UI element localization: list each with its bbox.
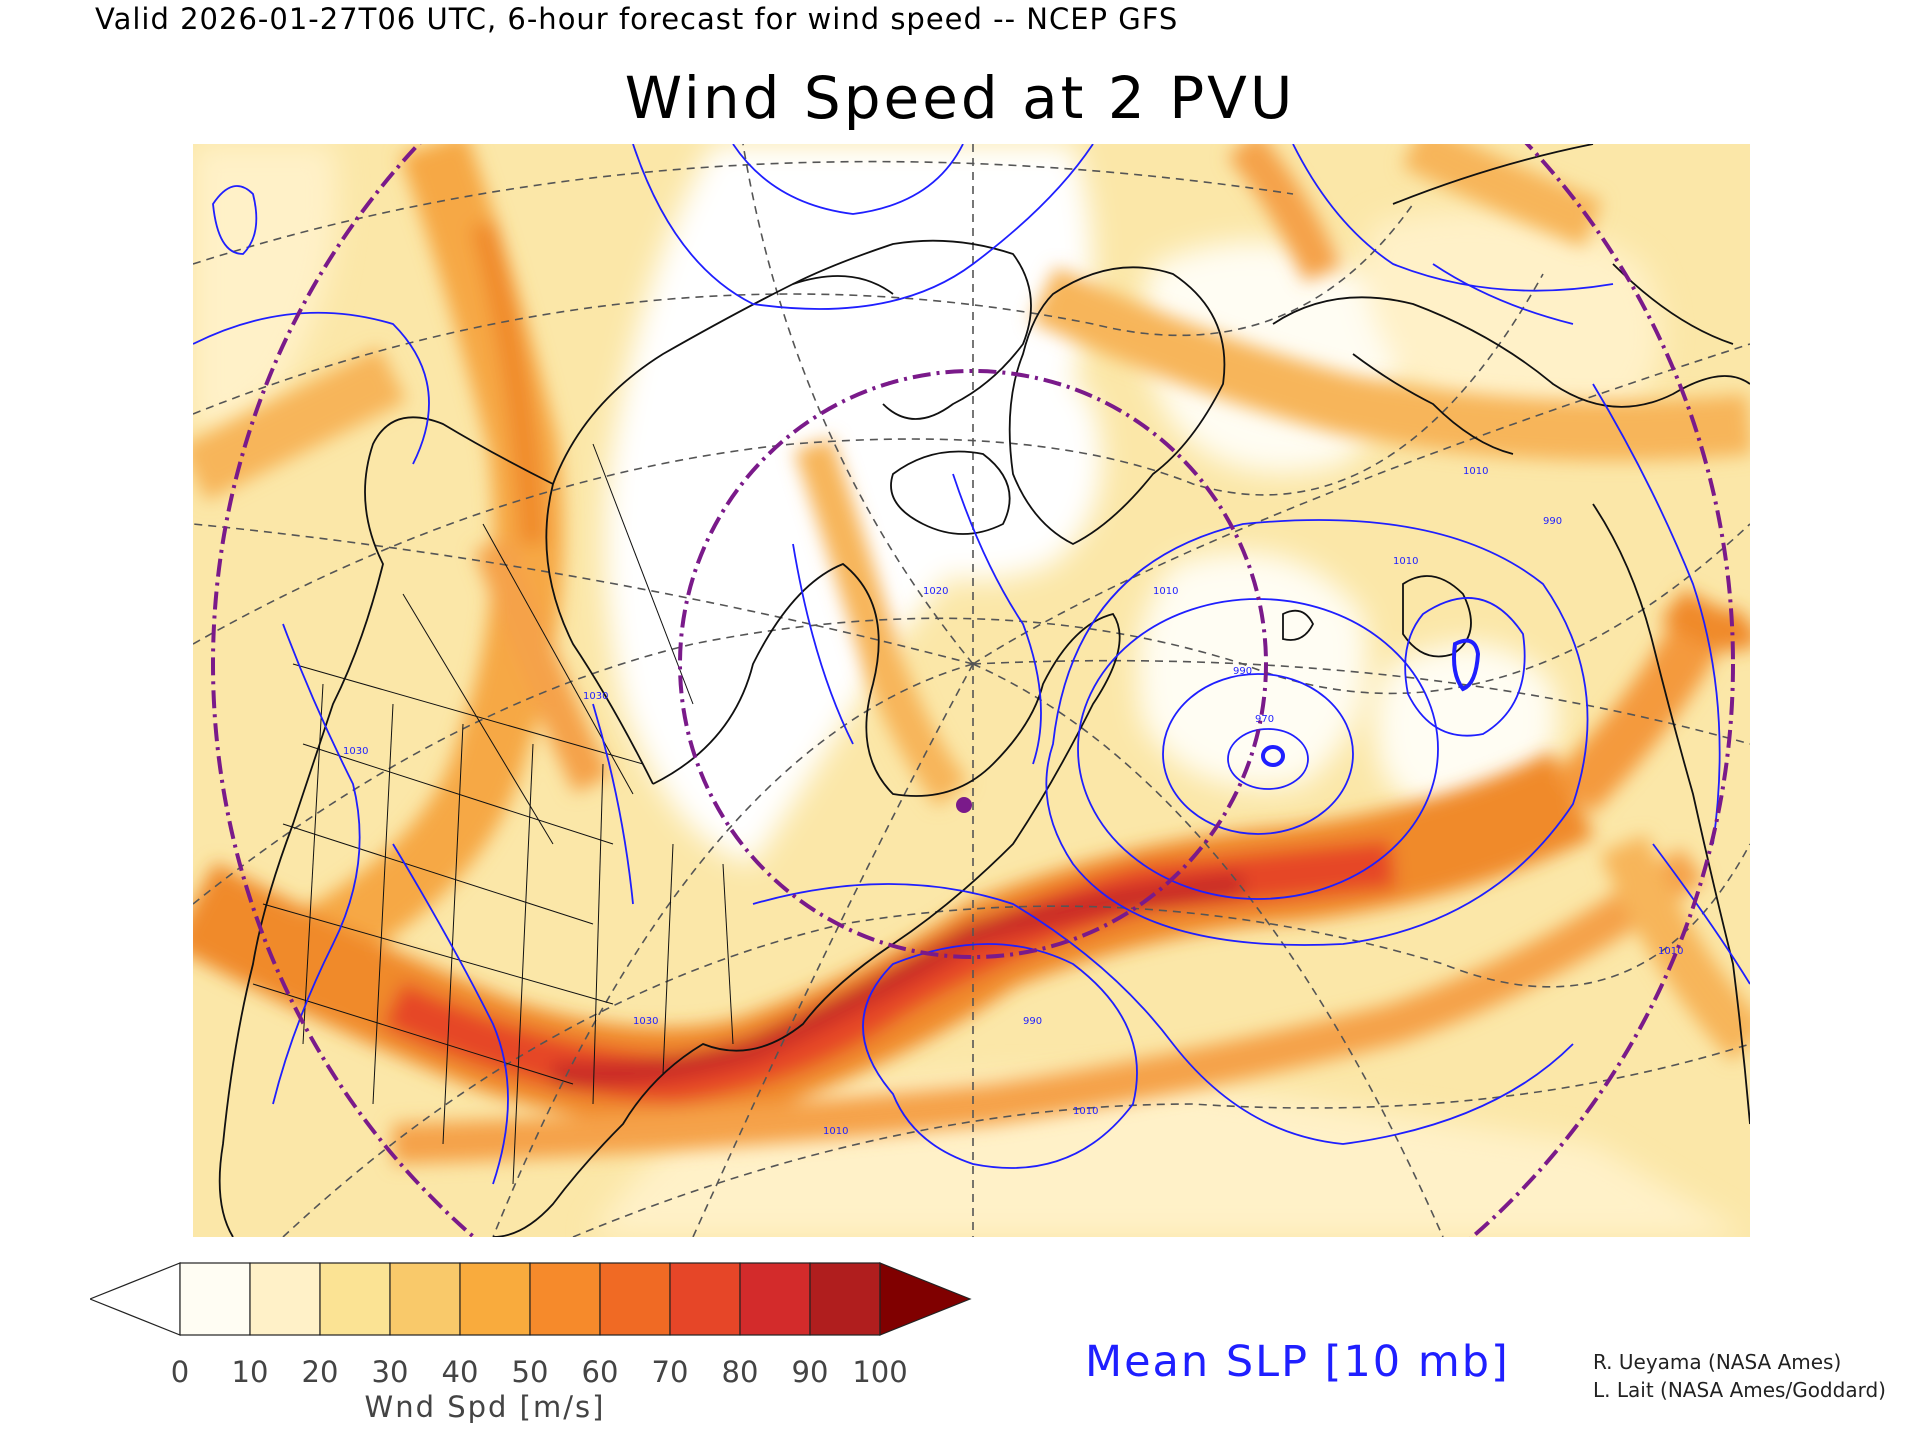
contour-label: 1030 [343, 746, 368, 757]
location-marker [956, 797, 972, 813]
contour-label: 1010 [1463, 466, 1488, 477]
colorbar-over-arrow [879, 1262, 972, 1336]
credit-line-1: R. Ueyama (NASA Ames) [1593, 1350, 1842, 1374]
coastlines-and-borders [218, 144, 1750, 1237]
contour-label: 1030 [633, 1016, 658, 1027]
colorbar-tick-label: 0 [170, 1355, 190, 1389]
credit-line-2: L. Lait (NASA Ames/Goddard) [1593, 1378, 1886, 1402]
colorbar-tick-label: 70 [651, 1355, 689, 1389]
contour-label: 1010 [1073, 1106, 1098, 1117]
colorbar-cell [599, 1262, 671, 1336]
wind-speed-colorbar [90, 1262, 972, 1336]
colorbar-cell [249, 1262, 321, 1336]
colorbar-tick-label: 40 [441, 1355, 479, 1389]
inner-latitude-circle [678, 369, 1268, 959]
colorbar-tick-label: 30 [371, 1355, 409, 1389]
colorbar-title: Wnd Spd [m/s] [364, 1390, 606, 1424]
slp-contours [193, 144, 1750, 1185]
colorbar-tick-label: 80 [721, 1355, 759, 1389]
colorbar-cell [809, 1262, 881, 1336]
slp-overlay-label: Mean SLP [10 mb] [1085, 1337, 1510, 1387]
colorbar-cell [739, 1262, 811, 1336]
jet-streams [193, 144, 1750, 1164]
contour-label: 1010 [1658, 946, 1683, 957]
colorbar-tick-label: 20 [301, 1355, 339, 1389]
colorbar-cell [529, 1262, 601, 1336]
colorbar-cell [179, 1262, 251, 1336]
contour-label: 1010 [823, 1126, 848, 1137]
forecast-map: 970 990 1010 990 1030 1010 1030 1030 101… [193, 144, 1750, 1237]
colorbar-tick-label: 90 [791, 1355, 829, 1389]
colorbar-under-arrow [90, 1262, 181, 1336]
slp-contour-labels: 970 990 1010 990 1030 1010 1030 1030 101… [343, 466, 1683, 1137]
colorbar-tick-label: 50 [511, 1355, 549, 1389]
purple-circles [211, 144, 1735, 1237]
colorbar-tick-label: 100 [852, 1355, 908, 1389]
contour-label: 990 [1233, 666, 1252, 677]
contour-label: 1010 [1393, 556, 1418, 567]
colorbar-tick-label: 10 [231, 1355, 269, 1389]
contour-label: 970 [1255, 714, 1274, 725]
contour-label: 990 [1023, 1016, 1042, 1027]
contour-label: 990 [1543, 516, 1562, 527]
chart-title: Wind Speed at 2 PVU [624, 64, 1296, 132]
colorbar-tick-label: 60 [581, 1355, 619, 1389]
colorbar-cell [669, 1262, 741, 1336]
colorbar-cells [90, 1262, 972, 1336]
contour-label: 1030 [583, 691, 608, 702]
colorbar-cell [459, 1262, 531, 1336]
outer-latitude-circle [211, 144, 1735, 1237]
graticule [193, 144, 1750, 1237]
contour-label: 1020 [923, 586, 948, 597]
colorbar-cell [389, 1262, 461, 1336]
contour-label: 1010 [1153, 586, 1178, 597]
valid-time-line: Valid 2026-01-27T06 UTC, 6-hour forecast… [95, 2, 1179, 36]
colorbar-cell [319, 1262, 391, 1336]
